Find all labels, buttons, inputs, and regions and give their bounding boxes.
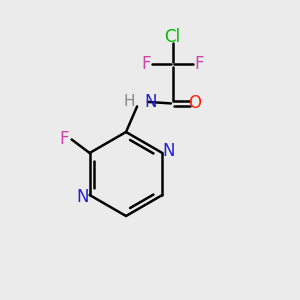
Text: N: N (77, 188, 89, 206)
Text: F: F (59, 130, 69, 148)
Text: F: F (194, 56, 204, 74)
Text: N: N (163, 142, 175, 160)
Text: H: H (124, 94, 135, 110)
Text: O: O (188, 94, 202, 112)
Text: N: N (144, 93, 157, 111)
Text: F: F (141, 56, 151, 74)
Text: Cl: Cl (164, 28, 181, 46)
